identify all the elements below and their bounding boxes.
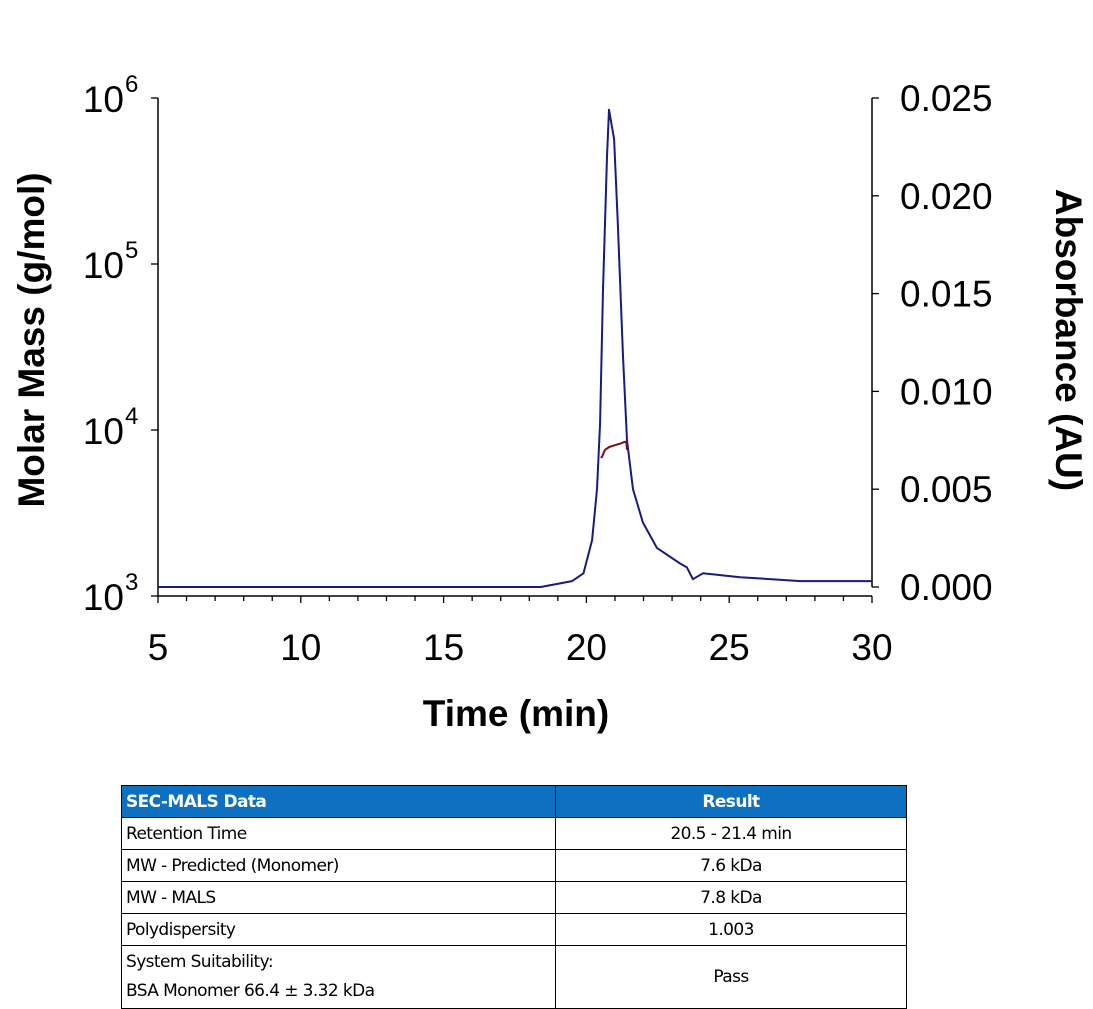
y-left-tick-exponent: 6 bbox=[125, 71, 138, 98]
row-label-line: System Suitability: bbox=[126, 952, 274, 972]
row-label: System Suitability: BSA Monomer 66.4 ± 3… bbox=[121, 945, 556, 1009]
data-series bbox=[158, 108, 872, 588]
y-left-tick-label: 10 bbox=[83, 411, 124, 452]
y-left-tick-exponent: 5 bbox=[125, 237, 138, 264]
y-right-tick-label: 0.025 bbox=[900, 78, 993, 119]
y-left-tick-label: 10 bbox=[83, 245, 124, 286]
absorbance-series bbox=[158, 108, 872, 588]
sec-mals-table: SEC-MALS Data Result Retention Time 20.5 … bbox=[121, 785, 907, 1009]
row-label: Polydispersity bbox=[121, 913, 556, 946]
y-left-tick-exponent: 4 bbox=[125, 403, 138, 430]
x-tick-label: 15 bbox=[423, 627, 464, 668]
row-value: 1.003 bbox=[555, 913, 907, 946]
x-tick-label: 30 bbox=[851, 627, 892, 668]
y-left-tick-exponent: 3 bbox=[125, 569, 138, 596]
table-row: Retention Time 20.5 - 21.4 min bbox=[121, 817, 907, 850]
x-axis-label: Time (min) bbox=[423, 693, 609, 734]
table-row: System Suitability: BSA Monomer 66.4 ± 3… bbox=[121, 945, 907, 1009]
row-label: MW - Predicted (Monomer) bbox=[121, 849, 556, 882]
y-left-tick-label: 10 bbox=[83, 577, 124, 618]
y-right-tick-label: 0.020 bbox=[900, 176, 993, 217]
row-value: 7.8 kDa bbox=[555, 881, 907, 914]
x-tick-label: 10 bbox=[280, 627, 321, 668]
table-header-row: SEC-MALS Data Result bbox=[121, 785, 907, 818]
row-label: Retention Time bbox=[121, 817, 556, 850]
y-right-tick-label: 0.005 bbox=[900, 469, 993, 510]
y-axis-right-label: Absorbance (AU) bbox=[1048, 189, 1089, 491]
table-row: Polydispersity 1.003 bbox=[121, 913, 907, 946]
header-cell: SEC-MALS Data bbox=[121, 785, 556, 818]
row-label: MW - MALS bbox=[121, 881, 556, 914]
molar-mass-series bbox=[600, 440, 628, 459]
y-right-tick-label: 0.010 bbox=[900, 371, 993, 412]
table-row: MW - MALS 7.8 kDa bbox=[121, 881, 907, 914]
table-row: MW - Predicted (Monomer) 7.6 kDa bbox=[121, 849, 907, 882]
x-tick-label: 5 bbox=[148, 627, 169, 668]
header-cell: Result bbox=[555, 785, 907, 818]
x-tick-label: 25 bbox=[709, 627, 750, 668]
y-right-tick-label: 0.000 bbox=[900, 567, 993, 608]
x-tick-label: 20 bbox=[566, 627, 607, 668]
row-value: 7.6 kDa bbox=[555, 849, 907, 882]
row-value: 20.5 - 21.4 min bbox=[555, 817, 907, 850]
row-value: Pass bbox=[555, 945, 907, 1009]
row-label-line: BSA Monomer 66.4 ± 3.32 kDa bbox=[126, 981, 375, 1001]
y-axis-left-label: Molar Mass (g/mol) bbox=[11, 172, 52, 507]
y-left-tick-label: 10 bbox=[83, 79, 124, 120]
y-right-tick-label: 0.015 bbox=[900, 274, 993, 315]
